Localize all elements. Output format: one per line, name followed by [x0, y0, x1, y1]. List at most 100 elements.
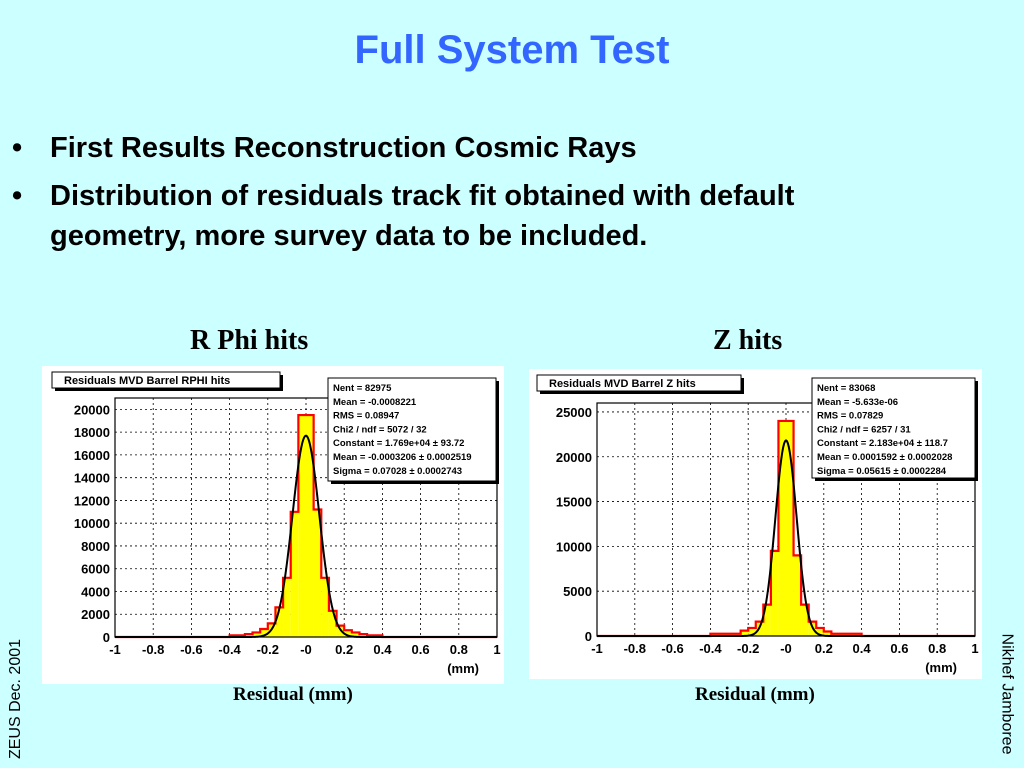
x-tick-label: -1 [109, 642, 121, 657]
histogram-bin [710, 633, 741, 636]
x-tick-label: 0.6 [890, 641, 908, 656]
histogram-bin [306, 415, 314, 637]
x-tick-label: 0.2 [815, 641, 833, 656]
y-tick-label: 8000 [81, 539, 110, 554]
histogram-bin [244, 634, 253, 637]
histogram-bin [748, 627, 756, 636]
y-tick-label: 15000 [556, 495, 592, 510]
x-tick-label: -0 [780, 641, 792, 656]
stats-line: RMS = 0.08947 [333, 411, 399, 422]
y-tick-label: 10000 [556, 539, 592, 554]
stats-line: Sigma = 0.07028 ± 0.0002743 [333, 466, 462, 477]
x-tick-label: 1 [493, 642, 500, 657]
stats-line: Mean = -0.0008221 [333, 397, 417, 408]
x-tick-label: -0.6 [661, 641, 683, 656]
y-tick-label: 2000 [81, 607, 110, 622]
x-tick-label: -0 [300, 642, 312, 657]
y-tick-label: 10000 [74, 516, 110, 531]
y-tick-label: 6000 [81, 562, 110, 577]
x-tick-label: 0.4 [853, 641, 872, 656]
bullet-item: • Distribution of residuals track fit ob… [0, 176, 1000, 256]
stats-line: Constant = 1.769e+04 ± 93.72 [333, 438, 464, 449]
side-label-right: Nikhef Jamboree [998, 633, 1016, 755]
histogram-bin [313, 509, 322, 637]
stats-line: Sigma = 0.05615 ± 0.0002284 [817, 466, 947, 477]
histogram-bin [283, 577, 291, 637]
x-axis-unit-label: (mm) [447, 661, 479, 676]
slide-title: Full System Test [354, 28, 670, 72]
histogram-bin [740, 630, 749, 636]
histogram-outline [115, 413, 497, 639]
x-tick-label: 0.6 [412, 642, 430, 657]
x-tick-label: -0.2 [737, 641, 759, 656]
x-tick-label: -0.2 [257, 642, 279, 657]
title-box [536, 374, 742, 392]
stats-box [327, 377, 497, 482]
bullet-text: First Results Reconstruction Cosmic Rays [50, 132, 637, 164]
histogram-bin [793, 555, 802, 636]
side-label-left: ZEUS Dec. 2001 [7, 638, 25, 760]
histogram-bin [823, 631, 832, 636]
histogram-bin [359, 634, 368, 637]
stats-line: Mean = 0.0001592 ± 0.0002028 [817, 452, 952, 463]
stats-line: Mean = -0.0003206 ± 0.0002519 [333, 452, 472, 463]
histogram-bin [336, 625, 345, 637]
x-tick-label: -0.8 [624, 641, 646, 656]
histogram-bin [770, 550, 779, 636]
left-histogram-chart: -1 -0.8 -0.6 -0.4 -0.2 -0 0.2 0.4 0.6 0.8 1 0 2000 40… [51, 371, 501, 676]
x-tick-label: 0.8 [450, 642, 468, 657]
right-plot-caption: Z hits [713, 325, 783, 356]
histogram-bin [321, 577, 329, 637]
bullet-marker: • [12, 180, 23, 212]
x-tick-label: -0.4 [699, 641, 722, 656]
y-tick-label: 18000 [74, 425, 110, 440]
title-box [51, 371, 281, 389]
histogram-bin [786, 420, 794, 636]
stats-line: Nent = 82975 [333, 383, 392, 394]
histogram-bin [816, 627, 824, 636]
left-histogram-panel: -1 -0.8 -0.6 -0.4 -0.2 -0 0.2 0.4 0.6 0.8 1 0 2000 40… [42, 366, 504, 684]
histogram-bin [831, 633, 862, 636]
histogram-bin [344, 630, 352, 637]
right-residual-label: Residual (mm) [695, 684, 815, 705]
histogram-bin [351, 632, 360, 637]
x-axis-unit-label: (mm) [925, 660, 957, 675]
histogram-outline [597, 419, 975, 638]
plot-frame-outline [114, 397, 498, 638]
stats-box [811, 377, 976, 479]
histogram-bin [275, 607, 284, 637]
histogram-bin [801, 604, 809, 636]
histogram-title: Residuals MVD Barrel Z hits [549, 378, 696, 390]
histogram-bin [260, 629, 268, 637]
y-tick-label: 4000 [81, 584, 110, 599]
plot-frame-outline [596, 402, 976, 637]
y-tick-label: 12000 [74, 493, 110, 508]
y-tick-label: 0 [585, 629, 592, 644]
histogram-bin [252, 632, 261, 637]
stats-line: Constant = 2.183e+04 ± 118.7 [817, 438, 948, 449]
x-tick-label: -0.4 [218, 642, 241, 657]
x-tick-label: 0.4 [373, 642, 392, 657]
bullet-list: • First Results Reconstruction Cosmic Ra… [0, 128, 1000, 264]
histogram-bin [778, 420, 786, 636]
x-tick-label: -1 [591, 641, 603, 656]
histogram-bin [763, 604, 771, 636]
histogram-bin [298, 415, 306, 637]
y-tick-label: 20000 [74, 402, 110, 417]
y-tick-label: 5000 [563, 584, 592, 599]
stats-line: Mean = -5.633e-06 [817, 397, 898, 408]
y-tick-label: 0 [103, 630, 110, 645]
y-tick-label: 25000 [556, 405, 592, 420]
y-tick-label: 14000 [74, 471, 110, 486]
histogram-bin [328, 610, 337, 637]
bullet-text: Distribution of residuals track fit obta… [50, 180, 795, 252]
bullet-marker: • [12, 132, 23, 164]
stats-line: Chi2 / ndf = 6257 / 31 [817, 424, 911, 435]
stats-line: Nent = 83068 [817, 383, 875, 394]
left-plot-caption: R Phi hits [190, 325, 309, 356]
right-histogram-chart: -1 -0.8 -0.6 -0.4 -0.2 -0 0.2 0.4 0.6 0.8 1 0 5000 10… [536, 374, 979, 675]
y-tick-label: 16000 [74, 448, 110, 463]
x-tick-label: 0.8 [928, 641, 946, 656]
right-histogram-panel: -1 -0.8 -0.6 -0.4 -0.2 -0 0.2 0.4 0.6 0.8 1 0 5000 10… [529, 369, 982, 679]
histogram-bin [290, 511, 299, 637]
